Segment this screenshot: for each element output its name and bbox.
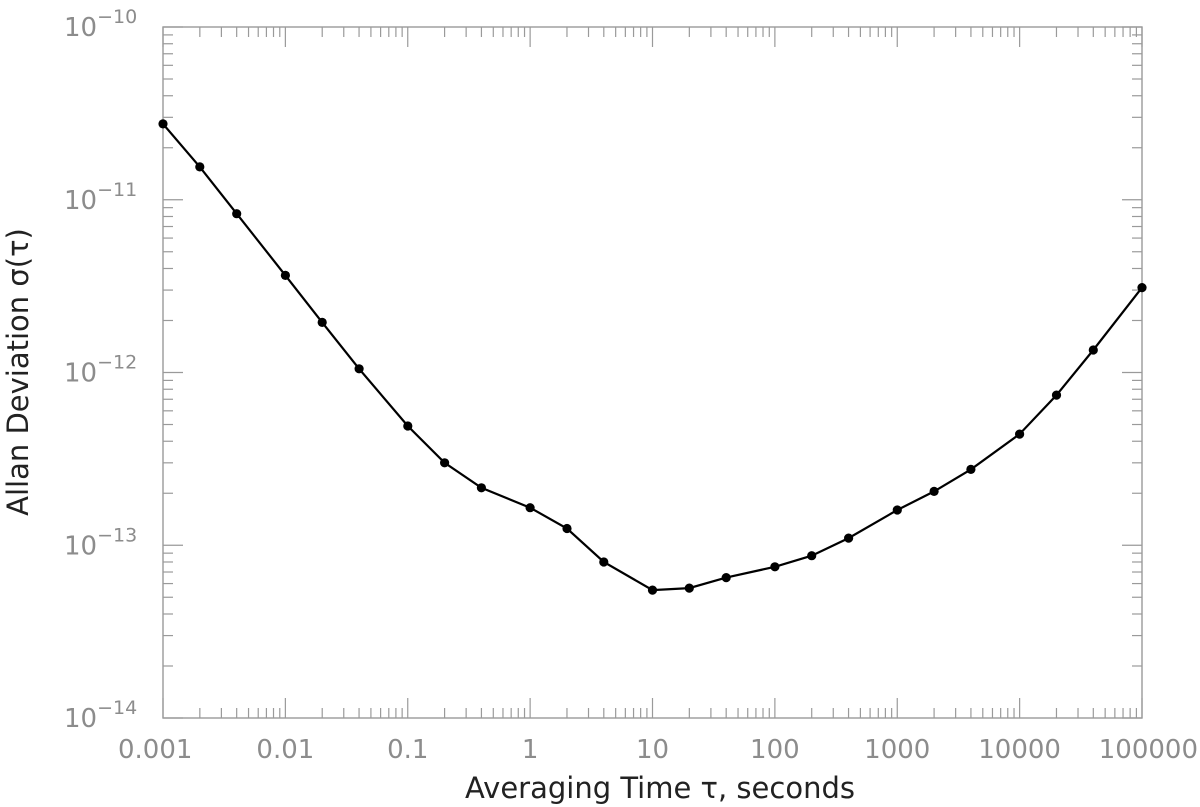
data-point <box>844 533 854 543</box>
data-point <box>317 317 327 327</box>
data-point <box>1088 345 1098 355</box>
series-line <box>162 123 1143 592</box>
x-tick-label: 0.1 <box>387 735 428 765</box>
series-markers <box>158 119 1147 595</box>
data-point <box>684 583 694 593</box>
x-tick-labels: 0.001 0.01 0.1 1 10 100 1000 10000 100000 <box>118 735 1198 765</box>
data-point <box>562 523 572 534</box>
x-tick-label: 1 <box>522 735 539 765</box>
data-point <box>1051 390 1062 400</box>
plot-frame <box>162 26 1143 719</box>
data-point <box>892 505 902 515</box>
data-point <box>1015 429 1025 439</box>
data-point <box>354 364 364 374</box>
data-point <box>966 464 976 474</box>
x-tick-label: 100 <box>750 735 800 765</box>
data-point <box>440 458 450 468</box>
data-point <box>770 562 780 572</box>
data-point <box>232 209 242 219</box>
x-tick-label: 0.01 <box>256 735 314 765</box>
y-tick-label: 10−13 <box>64 524 137 561</box>
data-point <box>929 486 939 496</box>
data-point <box>1137 283 1147 293</box>
y-axis-label: Allan Deviation σ(τ) <box>1 228 35 516</box>
y-tick-label: 10−14 <box>64 697 137 734</box>
data-point <box>721 573 731 583</box>
data-point <box>476 483 486 493</box>
data-point <box>280 270 290 280</box>
axis-ticks <box>162 26 1143 719</box>
y-tick-label: 10−11 <box>64 179 137 216</box>
x-axis-label: Averaging Time τ, seconds <box>465 771 855 805</box>
x-tick-label: 1000 <box>864 735 930 765</box>
data-point <box>158 119 168 129</box>
data-point <box>403 421 413 431</box>
y-tick-labels: 10−10 10−11 10−12 10−13 10−14 <box>64 6 137 734</box>
x-tick-label: 10 <box>636 735 669 765</box>
data-point <box>807 551 817 561</box>
x-tick-label: 0.001 <box>118 735 192 765</box>
data-point <box>599 557 609 567</box>
data-point <box>525 503 535 513</box>
data-point <box>647 585 658 595</box>
data-point <box>195 162 205 172</box>
x-tick-label: 10000 <box>978 735 1061 765</box>
y-tick-label: 10−12 <box>64 352 137 389</box>
y-tick-label: 10−10 <box>64 6 137 43</box>
x-tick-label: 100000 <box>1099 735 1198 765</box>
